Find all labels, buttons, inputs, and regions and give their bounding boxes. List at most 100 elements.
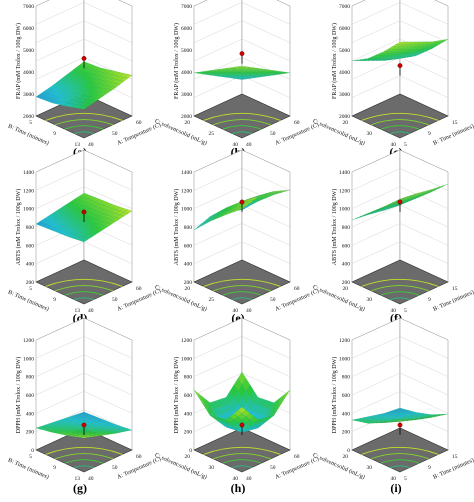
z-tick-label: 2000 bbox=[23, 114, 34, 120]
wall-gridline bbox=[241, 241, 291, 264]
z-axis-title: DPPH (mM Trolox / 100g DW) bbox=[173, 357, 180, 434]
wall-gridline bbox=[351, 354, 401, 377]
panel-a: 2000 3000 4000 5000 6000 7000 FRAP (mM Trolox … bbox=[7, 0, 162, 148]
y-axis-title: B: Time (minutes) bbox=[7, 123, 50, 147]
z-axis-title: FRAP (mM Trolox / 100g DW) bbox=[15, 23, 22, 99]
contour-line bbox=[203, 446, 281, 455]
center-point bbox=[239, 51, 245, 56]
wall-gridline bbox=[399, 241, 449, 264]
z-tick-label: 400 bbox=[26, 411, 35, 417]
x-tick-label: 60 bbox=[294, 286, 300, 292]
contour-floor bbox=[351, 259, 449, 305]
contour-line bbox=[55, 285, 113, 292]
wall-gridline bbox=[351, 38, 401, 62]
y-tick-label: 40 bbox=[391, 476, 397, 482]
y-tick-label: 9 bbox=[53, 297, 56, 303]
contour-line bbox=[390, 131, 410, 135]
y-tick-label: 25 bbox=[209, 131, 215, 137]
panel-c: 2000 3000 4000 5000 6000 7000 FRAP (mM Trolox … bbox=[312, 0, 474, 148]
wall-gridline bbox=[35, 168, 85, 191]
y-tick-label: 5 bbox=[29, 454, 32, 460]
wall-gridline bbox=[83, 391, 133, 414]
wall-gridline bbox=[83, 20, 133, 43]
contour-floor bbox=[35, 259, 133, 305]
panel-h: 0 200 400 600 800 1000 1200 DPPH (mM Trolox / 1… bbox=[154, 317, 320, 482]
y-tick-label: 30 bbox=[209, 465, 215, 471]
z-tick-label: 600 bbox=[342, 393, 351, 399]
y-tick-label: 20 bbox=[185, 454, 191, 460]
y-axis-title: C: solvent:solid (mL/g) bbox=[154, 284, 208, 313]
z-tick-label: 200 bbox=[184, 280, 193, 286]
contour-line bbox=[371, 285, 429, 292]
z-tick-label: 400 bbox=[184, 262, 193, 268]
contour-line bbox=[380, 125, 420, 130]
contour-line bbox=[213, 285, 271, 292]
wall-gridline bbox=[351, 2, 401, 25]
wall-gridline bbox=[35, 57, 85, 80]
wall-gridline bbox=[83, 168, 133, 191]
z-tick-label: 7000 bbox=[23, 4, 34, 10]
wall-gridline bbox=[193, 186, 243, 209]
y-tick-label: 30 bbox=[367, 297, 373, 303]
z-tick-label: 4000 bbox=[339, 70, 350, 76]
z-tick-label: 7000 bbox=[181, 4, 192, 10]
wall-gridline bbox=[351, 204, 401, 228]
contour-line bbox=[45, 278, 123, 287]
wall-gridline bbox=[399, 20, 449, 43]
z-axis-title: ABTS (mM Trolox / 100g DW) bbox=[331, 189, 338, 266]
z-tick-label: 800 bbox=[342, 375, 351, 381]
z-tick-label: 1200 bbox=[339, 188, 350, 194]
contour-line bbox=[390, 297, 410, 301]
x-tick-label: 50 bbox=[270, 297, 276, 303]
x-tick-label: 15 bbox=[452, 286, 458, 292]
contour-line bbox=[203, 278, 281, 287]
y-tick-label: 9 bbox=[53, 465, 56, 471]
x-axis-title: B: Time (minutes) bbox=[432, 457, 474, 481]
x-tick-label: 40 bbox=[88, 308, 94, 314]
x-tick-label: 60 bbox=[136, 120, 142, 126]
contour-line bbox=[203, 112, 281, 121]
x-tick-label: 60 bbox=[136, 286, 142, 292]
contour-line bbox=[55, 119, 113, 126]
contour-line bbox=[55, 453, 113, 460]
z-tick-label: 2000 bbox=[181, 114, 192, 120]
z-tick-label: 2000 bbox=[339, 114, 350, 120]
z-tick-label: 1000 bbox=[181, 207, 192, 213]
surface-facet bbox=[395, 197, 405, 202]
panel-label-i: (i) bbox=[390, 481, 401, 495]
y-tick-label: 40 bbox=[233, 308, 239, 314]
wall-gridline bbox=[399, 75, 449, 98]
z-axis-title: DPPH (mM Trolox / 100g DW) bbox=[331, 357, 338, 434]
z-tick-label: 800 bbox=[26, 225, 35, 231]
center-point bbox=[239, 422, 245, 428]
wall-gridline bbox=[193, 168, 243, 191]
z-tick-label: 1000 bbox=[339, 207, 350, 213]
wall-gridline bbox=[241, 38, 291, 62]
y-tick-label: 20 bbox=[343, 120, 349, 126]
wall-gridline bbox=[241, 336, 291, 359]
z-tick-label: 1400 bbox=[23, 170, 34, 176]
contour-line bbox=[45, 112, 123, 121]
wall-gridline bbox=[399, 2, 449, 25]
center-point bbox=[81, 209, 87, 215]
wall-gridline bbox=[351, 336, 401, 359]
z-tick-label: 800 bbox=[184, 225, 193, 231]
y-tick-label: 20 bbox=[185, 120, 191, 126]
wall-gridline bbox=[193, 38, 243, 62]
contour-floor bbox=[351, 93, 449, 139]
x-tick-label: 40 bbox=[88, 476, 94, 482]
wall-gridline bbox=[35, 186, 85, 209]
wall-gridline bbox=[399, 204, 449, 228]
wall-gridline bbox=[351, 75, 401, 98]
wall-gridline bbox=[241, 204, 291, 228]
surface-facet bbox=[79, 105, 89, 110]
wall-gridline bbox=[241, 372, 291, 396]
wall-gridline bbox=[35, 2, 85, 25]
z-tick-label: 3000 bbox=[181, 92, 192, 98]
wall-gridline bbox=[35, 38, 85, 62]
contour-line bbox=[361, 112, 439, 121]
surface-facet bbox=[237, 406, 247, 414]
center-point bbox=[397, 422, 403, 428]
wall-gridline bbox=[399, 186, 449, 209]
z-tick-label: 6000 bbox=[181, 26, 192, 32]
